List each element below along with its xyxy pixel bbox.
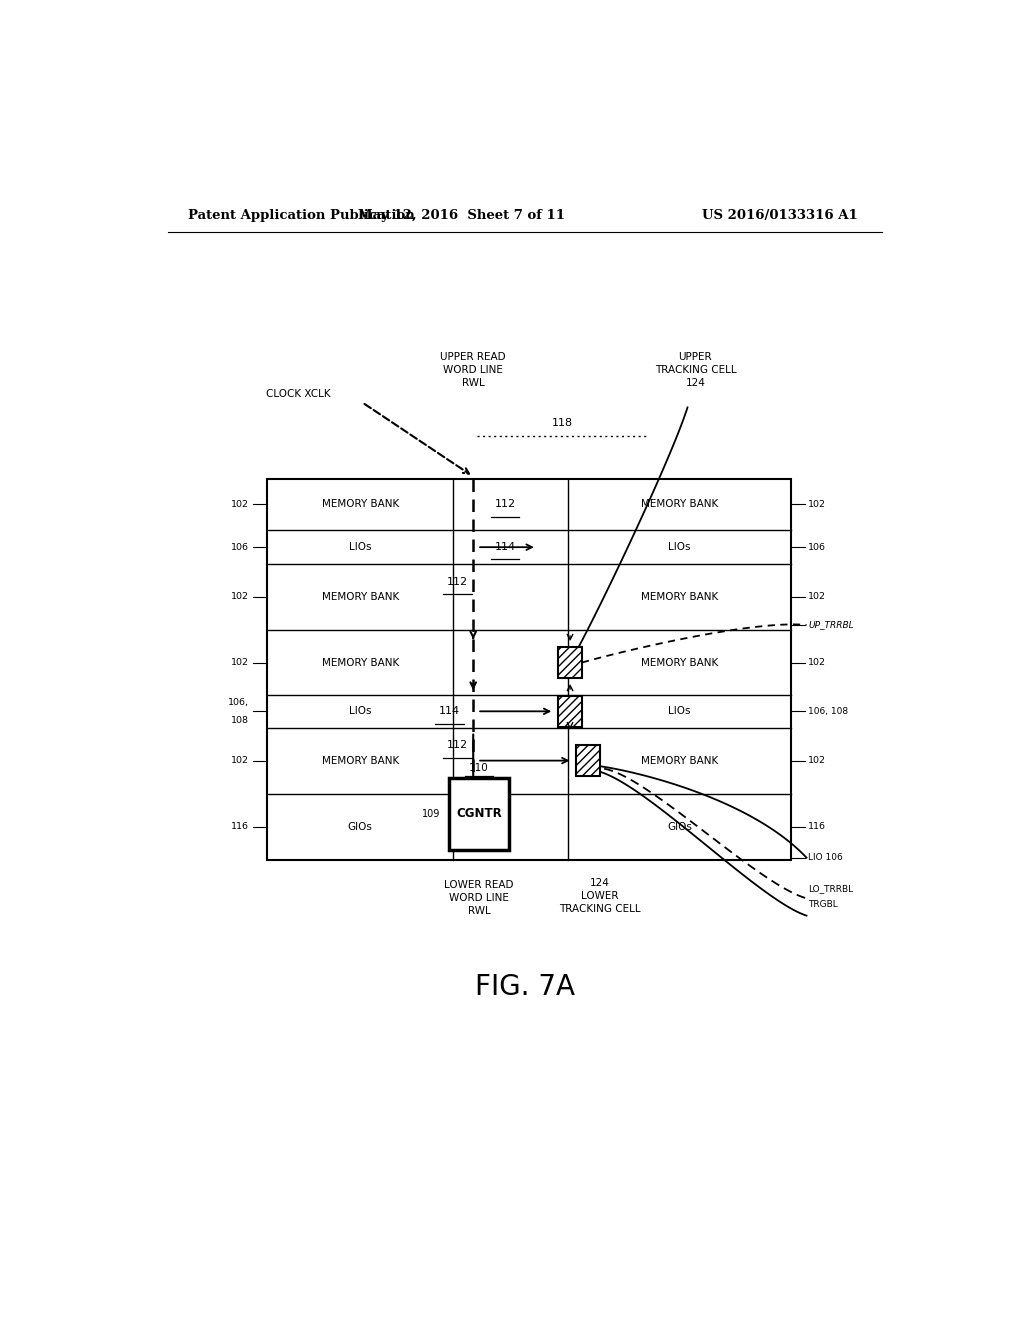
Text: LOWER: LOWER <box>582 891 618 902</box>
Text: LO_TRRBL: LO_TRRBL <box>808 883 853 892</box>
Text: TRGBL: TRGBL <box>808 900 838 909</box>
Text: 112: 112 <box>495 499 515 510</box>
Text: 102: 102 <box>231 659 250 667</box>
Text: 124: 124 <box>685 378 706 388</box>
Text: UPPER: UPPER <box>679 351 713 362</box>
Text: MEMORY BANK: MEMORY BANK <box>641 657 718 668</box>
Text: RWL: RWL <box>462 378 484 388</box>
Text: UPPER READ: UPPER READ <box>440 351 506 362</box>
Text: 112: 112 <box>446 577 468 586</box>
Bar <box>558 647 582 677</box>
Text: 108: 108 <box>231 715 250 725</box>
Text: 110: 110 <box>469 763 489 774</box>
Text: WORD LINE: WORD LINE <box>443 364 503 375</box>
Text: 102: 102 <box>231 500 250 510</box>
Text: 124: 124 <box>590 878 610 888</box>
Text: May 12, 2016  Sheet 7 of 11: May 12, 2016 Sheet 7 of 11 <box>357 209 565 222</box>
Text: 102: 102 <box>231 593 250 602</box>
Text: 102: 102 <box>808 500 826 510</box>
Text: 102: 102 <box>808 593 826 602</box>
Text: MEMORY BANK: MEMORY BANK <box>641 755 718 766</box>
Text: MEMORY BANK: MEMORY BANK <box>322 499 398 510</box>
Text: 114: 114 <box>495 543 515 552</box>
Text: 118: 118 <box>552 417 573 428</box>
Text: LIOs: LIOs <box>349 543 372 552</box>
Text: MEMORY BANK: MEMORY BANK <box>322 591 398 602</box>
Bar <box>558 696 582 726</box>
Text: 116: 116 <box>808 822 826 832</box>
Bar <box>267 479 791 859</box>
Text: LOWER READ: LOWER READ <box>444 880 514 890</box>
Text: 106, 108: 106, 108 <box>808 706 848 715</box>
Text: MEMORY BANK: MEMORY BANK <box>322 657 398 668</box>
Text: LIOs: LIOs <box>669 706 691 717</box>
Text: 114: 114 <box>439 706 460 717</box>
Bar <box>450 779 509 850</box>
Text: MEMORY BANK: MEMORY BANK <box>322 755 398 766</box>
Text: 102: 102 <box>231 756 250 766</box>
Text: 116: 116 <box>231 822 250 832</box>
Text: RWL: RWL <box>468 907 490 916</box>
Text: MEMORY BANK: MEMORY BANK <box>641 591 718 602</box>
Bar <box>577 746 600 776</box>
Text: GIOs: GIOs <box>667 821 692 832</box>
Text: UP_TRRBL: UP_TRRBL <box>808 620 854 630</box>
Text: MEMORY BANK: MEMORY BANK <box>641 499 718 510</box>
Text: TRACKING CELL: TRACKING CELL <box>654 364 736 375</box>
Text: US 2016/0133316 A1: US 2016/0133316 A1 <box>702 209 858 222</box>
Text: GIOs: GIOs <box>348 821 373 832</box>
Text: Patent Application Publication: Patent Application Publication <box>187 209 415 222</box>
Text: LIOs: LIOs <box>669 543 691 552</box>
Text: WORD LINE: WORD LINE <box>450 894 509 903</box>
Text: 102: 102 <box>808 659 826 667</box>
Text: LIOs: LIOs <box>349 706 372 717</box>
Text: 106,: 106, <box>228 698 250 706</box>
Text: 106: 106 <box>808 543 826 552</box>
Text: TRACKING CELL: TRACKING CELL <box>559 904 641 915</box>
Text: 106: 106 <box>231 543 250 552</box>
Text: 109: 109 <box>422 809 440 818</box>
Text: CLOCK XCLK: CLOCK XCLK <box>266 389 331 399</box>
Text: FIG. 7A: FIG. 7A <box>475 973 574 1001</box>
Text: CGNTR: CGNTR <box>457 808 502 821</box>
Text: 102: 102 <box>808 756 826 766</box>
Text: 112: 112 <box>446 741 468 750</box>
Text: LIO 106: LIO 106 <box>808 853 843 862</box>
